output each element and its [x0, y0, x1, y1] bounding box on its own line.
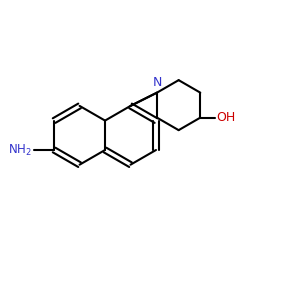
Text: N: N — [152, 76, 162, 89]
Text: OH: OH — [217, 111, 236, 124]
Text: NH$_2$: NH$_2$ — [8, 142, 32, 158]
